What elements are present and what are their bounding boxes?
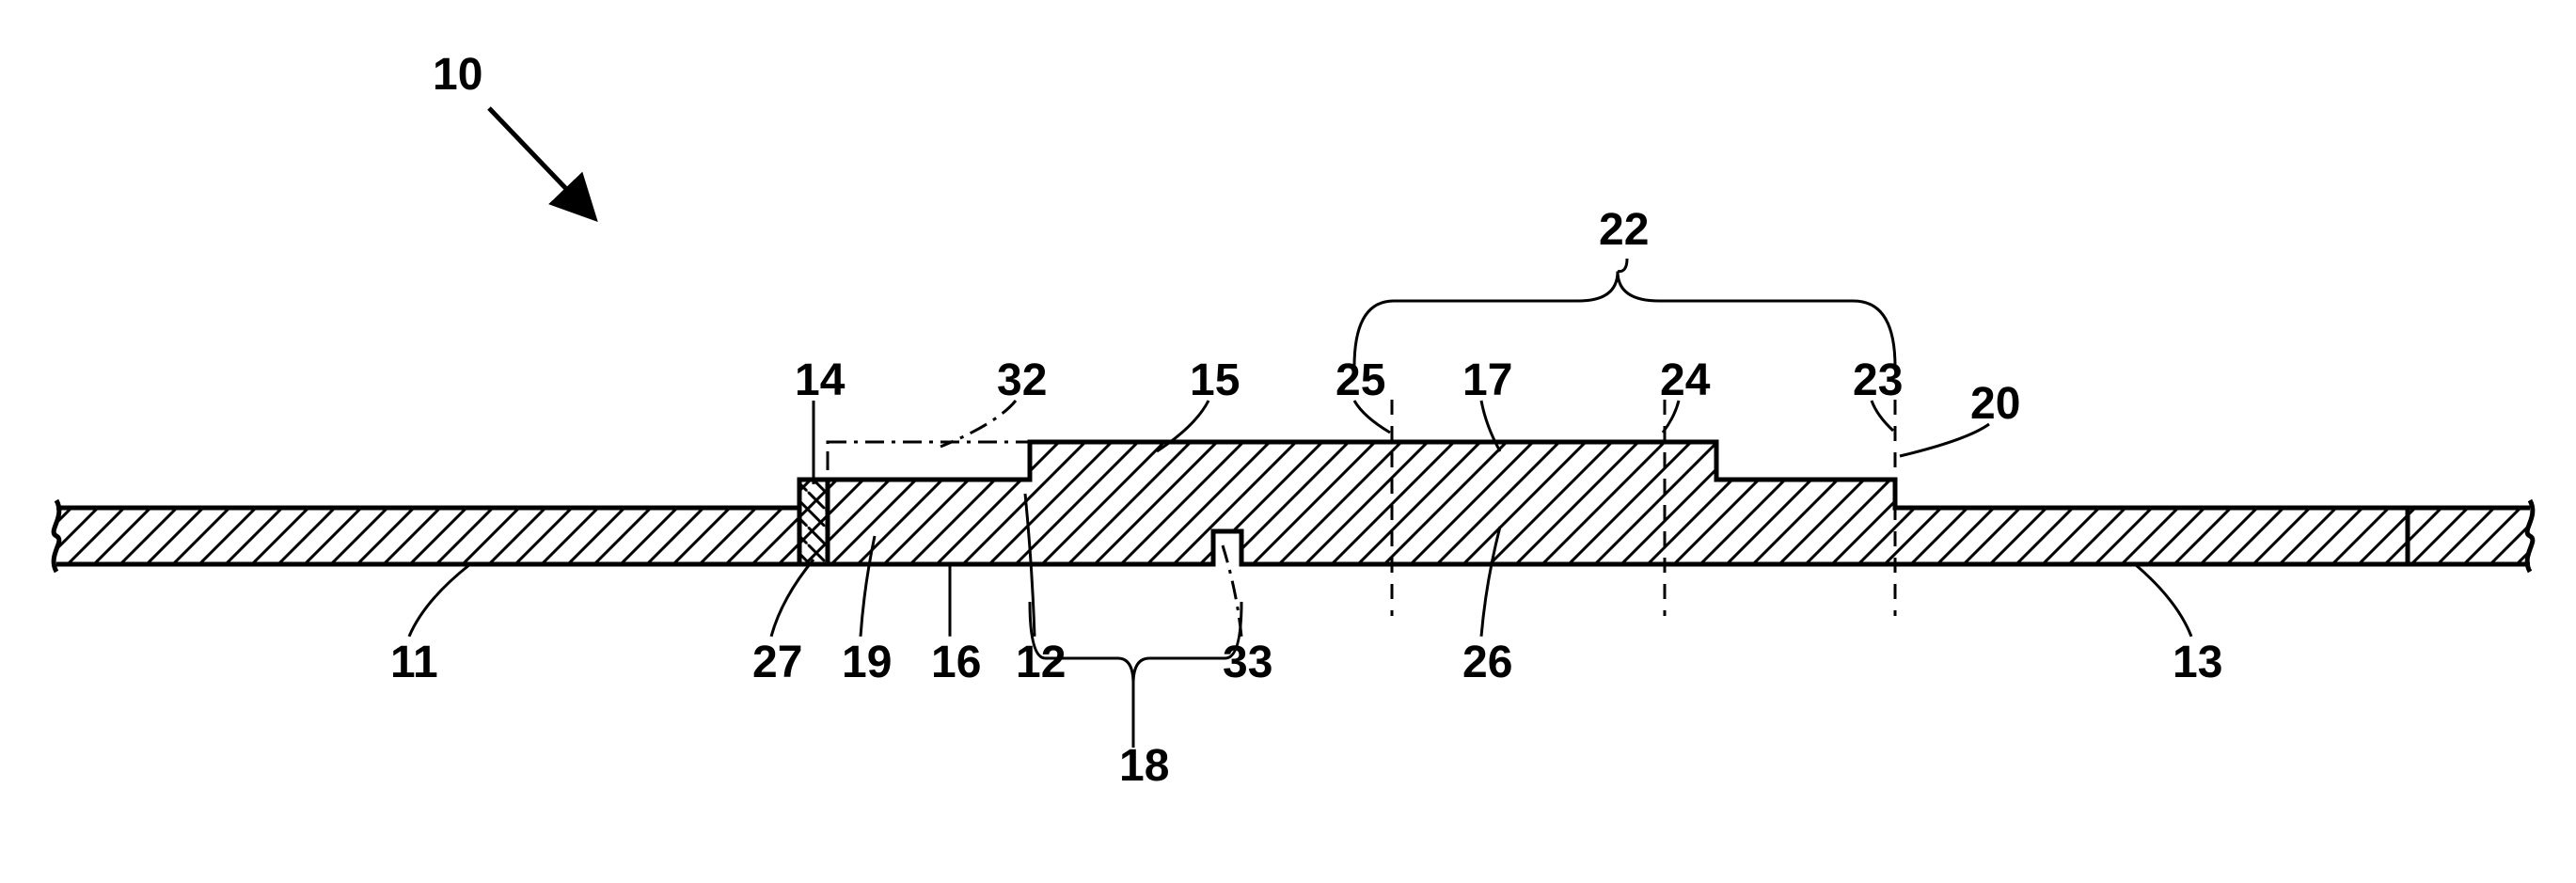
lbl-10: 10: [433, 50, 482, 100]
region-left-bar-11: [54, 500, 799, 572]
region-27: [799, 480, 828, 564]
lbl-25: 25: [1335, 355, 1385, 405]
lbl-11: 11: [390, 638, 438, 687]
lbl-13: 13: [2173, 638, 2222, 687]
lbl-32: 32: [997, 355, 1047, 405]
lbl-17: 17: [1462, 355, 1512, 405]
lbl-24: 24: [1660, 355, 1711, 405]
lbl-33: 33: [1223, 638, 1272, 687]
lbl-23: 23: [1853, 355, 1903, 405]
lbl-19: 19: [842, 638, 892, 687]
lbl-20: 20: [1970, 379, 2020, 429]
lbl-15: 15: [1190, 355, 1240, 405]
region-right-bar-13: [2408, 500, 2533, 572]
lbl-26: 26: [1462, 638, 1512, 687]
lbl-18: 18: [1119, 741, 1169, 791]
lbl-16: 16: [931, 638, 981, 687]
lbl-22: 22: [1599, 205, 1649, 255]
lbl-12: 12: [1016, 638, 1066, 687]
lbl-14: 14: [795, 355, 845, 405]
lbl-27: 27: [752, 638, 802, 687]
